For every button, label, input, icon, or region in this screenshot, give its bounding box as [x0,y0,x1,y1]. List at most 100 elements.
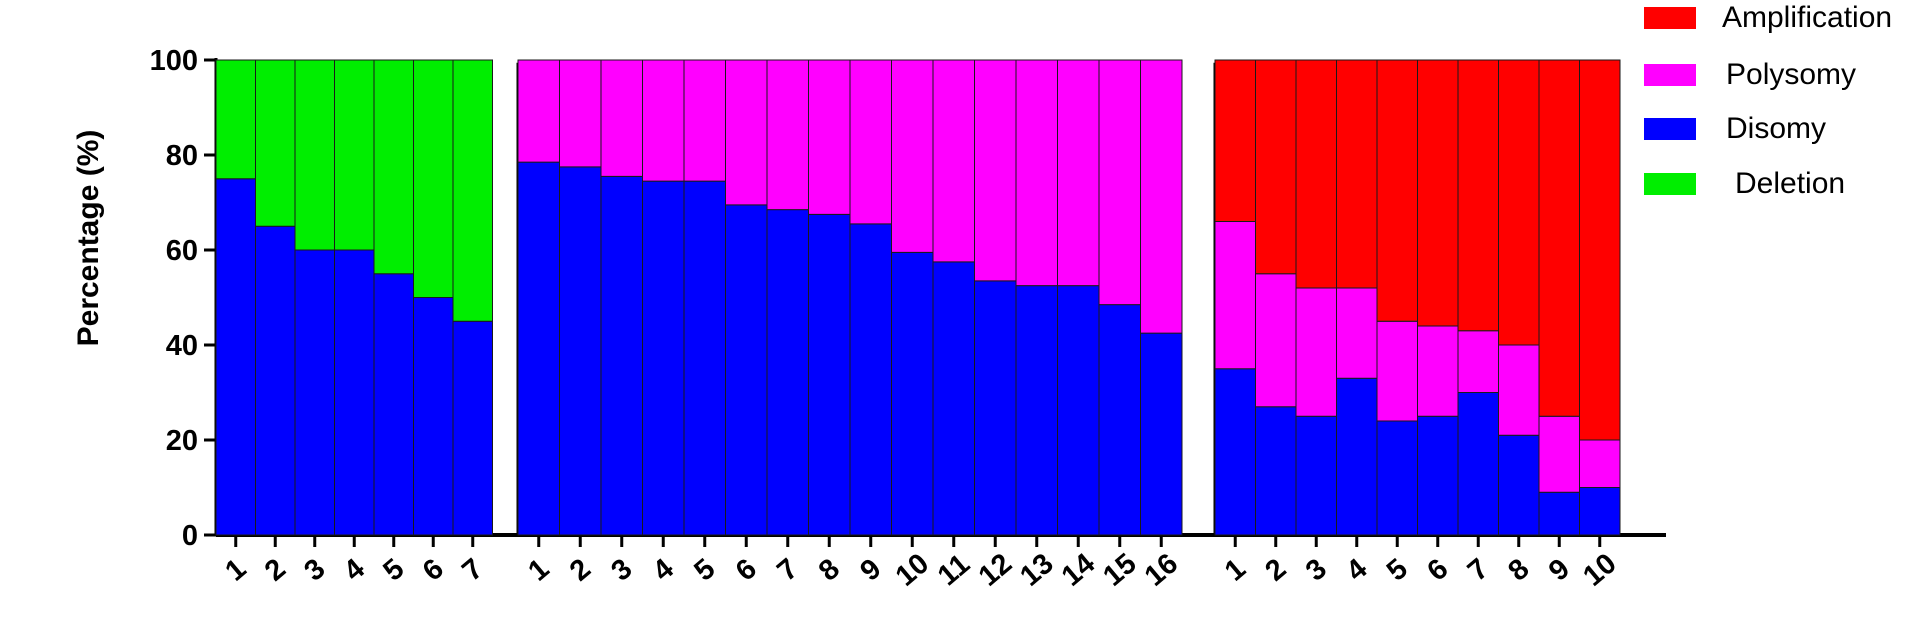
x-tick-label: 6 [1421,553,1454,588]
bar-segment-disomy [766,209,809,536]
bar-segment-deletion [334,59,375,251]
bar-segment-polysomy [1376,320,1418,422]
y-tick-label: 0 [182,520,198,552]
x-tick-label: 8 [813,553,846,588]
x-tick-label: 8 [1502,553,1535,588]
x-tick-label: 15 [1097,547,1142,592]
x-tick-label: 9 [854,553,887,588]
bar-segment-polysomy [1214,221,1256,370]
bar-segment-polysomy [1498,344,1540,436]
x-tick-label: 2 [1259,553,1292,588]
x-tick-label: 4 [338,553,371,588]
x-tick-label: 6 [730,553,763,588]
bar-segment-disomy [725,204,768,536]
x-tick-label: 5 [1381,553,1414,588]
bar-segment-polysomy [642,59,685,182]
bar-segment-amplification [1214,59,1256,222]
bar-segment-disomy [452,320,493,536]
bar-segment-disomy [1015,285,1058,536]
bar-segment-polysomy [559,59,602,168]
x-tick-label: 7 [456,553,489,588]
bar-segment-polysomy [1255,273,1297,408]
x-tick-label: 13 [1014,547,1059,592]
bar-segment-disomy [932,261,975,536]
bar-segment-polysomy [1579,439,1621,488]
bar-segment-amplification [1376,59,1418,322]
x-tick-label: 7 [771,553,804,588]
x-tick-label: 7 [1462,553,1495,588]
bar-segment-polysomy [808,59,851,215]
y-tick-label: 100 [150,45,198,77]
x-tick-label: 5 [688,553,721,588]
x-tick-label: 3 [605,553,638,588]
bar-segment-disomy [1057,285,1100,536]
bar-segment-amplification [1457,59,1499,332]
bar-segment-deletion [294,59,335,251]
bar-segment-disomy [891,251,934,536]
bar-segment-deletion [215,59,256,180]
bar-segment-disomy [683,180,726,536]
bar-segment-disomy [1457,392,1499,536]
legend-swatch-amplification [1644,7,1696,29]
x-tick-label: 4 [647,553,680,588]
x-tick-label: 14 [1056,547,1101,592]
bar-segment-amplification [1336,59,1378,289]
x-tick-label: 1 [522,553,555,588]
bar-segment-disomy [1417,415,1459,536]
bar-segment-amplification [1255,59,1297,275]
legend-label-deletion: Deletion [1735,167,1845,200]
x-tick-label: 10 [890,547,935,592]
bar-segment-disomy [808,213,851,536]
bar-segment-polysomy [932,59,975,263]
x-tick-label: 6 [417,553,450,588]
bar-segment-polysomy [1417,325,1459,417]
y-axis-title: Percentage (%) [72,130,105,347]
bar-segment-disomy [334,249,375,536]
x-tick-label: 2 [564,553,597,588]
bar-segment-disomy [294,249,335,536]
bar-segment-polysomy [1336,287,1378,379]
x-tick-label: 11 [932,548,976,592]
bar-segment-polysomy [974,59,1017,282]
y-tick-label: 40 [166,330,198,362]
bar-segment-amplification [1498,59,1540,346]
y-tick-label: 20 [166,425,198,457]
bar-segment-amplification [1538,59,1580,417]
bar-segment-disomy [255,225,296,536]
bar-segment-disomy [215,178,256,536]
x-tick-label: 3 [298,553,331,588]
bar-segment-polysomy [1295,287,1337,417]
legend-swatch-disomy [1644,118,1696,140]
bar-segment-disomy [1295,415,1337,536]
legend: Amplification Polysomy Disomy Deletion [1644,1,1892,200]
bars [215,59,1621,536]
bar-segment-deletion [413,59,454,298]
bar-segment-polysomy [725,59,768,206]
bar-segment-polysomy [1457,330,1499,393]
bar-segment-amplification [1295,59,1337,289]
x-tick-label: 3 [1300,553,1333,588]
bar-segment-amplification [1579,59,1621,441]
bar-segment-polysomy [1098,59,1141,306]
bar-segment-disomy [1579,487,1621,536]
bar-segment-disomy [1255,406,1297,536]
x-tick-label: 1 [219,553,252,588]
bar-segment-polysomy [1057,59,1100,287]
bar-segment-disomy [600,175,643,536]
x-tick-label: 5 [377,553,410,588]
bar-segment-disomy [1098,304,1141,536]
bar-segment-polysomy [1140,59,1183,334]
bar-segment-polysomy [600,59,643,177]
x-tick-label: 12 [973,547,1018,592]
bar-segment-polysomy [683,59,726,182]
bar-segment-deletion [373,59,414,275]
bar-segment-deletion [255,59,296,227]
bar-segment-polysomy [1015,59,1058,287]
legend-swatch-deletion [1644,173,1696,195]
bar-segment-disomy [1376,420,1418,536]
x-tick-label: 16 [1139,547,1184,592]
x-tick-label: 9 [1543,553,1576,588]
bar-segment-disomy [517,161,560,536]
